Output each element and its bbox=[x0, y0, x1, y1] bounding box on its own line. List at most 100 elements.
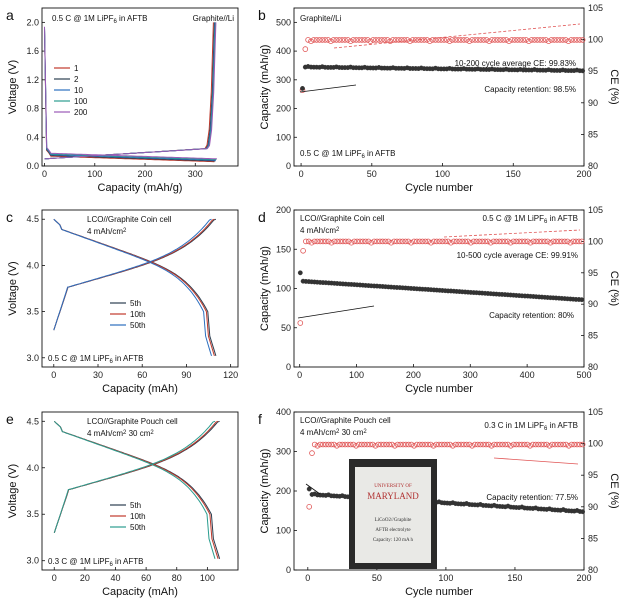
ce-point bbox=[497, 37, 504, 43]
ce-point bbox=[577, 441, 583, 448]
annotation: 0.3 C @ 1M LiPF6 in AFTB bbox=[48, 557, 144, 568]
ce-point bbox=[311, 238, 318, 245]
ce-point bbox=[411, 238, 417, 245]
ce-point bbox=[362, 238, 369, 245]
x-tick-label: 20 bbox=[80, 573, 90, 583]
y2-tick-label: 105 bbox=[588, 3, 603, 13]
y-tick-label: 300 bbox=[276, 447, 291, 457]
annotation: Capacity retention: 77.5% bbox=[486, 493, 578, 502]
ce-point bbox=[309, 450, 315, 456]
x-tick-label: 100 bbox=[200, 573, 215, 583]
series-2-curve-2 bbox=[44, 22, 215, 160]
y-tick-label: 4.5 bbox=[26, 214, 39, 224]
ce-point bbox=[314, 238, 321, 245]
y-axis-title: Voltage (V) bbox=[7, 464, 19, 518]
y-axis-title: Capacity (mAh/g) bbox=[259, 246, 271, 331]
panel-c: 0 30 60 90 120 3.0 3.5 4.0 4.5 Capacity (mAh) Volt… bbox=[6, 209, 239, 395]
ce-point bbox=[558, 238, 565, 245]
ce-point bbox=[361, 441, 368, 448]
series-10-curve-2 bbox=[44, 22, 216, 160]
y2-tick-label: 85 bbox=[588, 129, 598, 139]
annotation: 10-200 cycle average CE: 99.83% bbox=[455, 59, 576, 68]
ce-point bbox=[520, 37, 526, 43]
y2-axis-title: CE (%) bbox=[608, 271, 620, 306]
ce-point bbox=[433, 441, 440, 448]
ce-point bbox=[313, 37, 320, 43]
series-10-curve-1 bbox=[44, 28, 216, 161]
ce-point bbox=[466, 441, 473, 448]
ce-point bbox=[407, 38, 413, 44]
annotation: Graphite//Li bbox=[300, 14, 342, 23]
ce-point bbox=[316, 37, 323, 43]
ce-point bbox=[483, 37, 490, 43]
x-tick-label: 200 bbox=[576, 573, 591, 583]
ce-point bbox=[559, 37, 566, 43]
ce-point bbox=[546, 442, 553, 449]
annotation: 0.5 C @ 1M LiPF6 in AFTB bbox=[482, 214, 578, 225]
ce-point bbox=[394, 238, 400, 245]
y-tick-label: 3.5 bbox=[26, 307, 39, 317]
ce-point bbox=[565, 442, 572, 449]
ce-point bbox=[544, 238, 551, 245]
ce-point bbox=[305, 238, 312, 245]
ce-point bbox=[483, 441, 489, 448]
ce-point bbox=[462, 238, 469, 245]
x-axis-title: Capacity (mAh) bbox=[102, 586, 178, 598]
panel-f: 0 50 100 150 200 0 100 200 300 400 Cycle number Cap… bbox=[258, 407, 620, 598]
ce-point bbox=[470, 238, 477, 245]
ce-arrow bbox=[333, 23, 581, 49]
ce-point bbox=[507, 442, 514, 449]
ce-point bbox=[408, 441, 415, 448]
y-axis-title: Voltage (V) bbox=[7, 60, 19, 114]
ce-point bbox=[405, 441, 412, 448]
y-tick-label: 200 bbox=[276, 104, 291, 114]
ce-point bbox=[419, 441, 426, 448]
ce-point bbox=[516, 238, 522, 245]
ce-point bbox=[444, 441, 451, 448]
ce-point bbox=[477, 441, 484, 448]
ce-point bbox=[357, 238, 363, 245]
ce-point bbox=[334, 238, 341, 245]
panel-letter: f bbox=[258, 411, 262, 427]
ce-point bbox=[412, 37, 419, 43]
ce-point bbox=[458, 441, 464, 448]
y2-tick-label: 100 bbox=[588, 439, 603, 449]
annotation: 4 mAh/cm2 30 cm2 bbox=[87, 429, 154, 438]
ce-point bbox=[570, 238, 576, 245]
ce-point bbox=[448, 239, 454, 246]
ce-point bbox=[459, 238, 466, 245]
ce-point bbox=[303, 238, 309, 245]
y-tick-label: 100 bbox=[276, 526, 291, 536]
series-5th-curve-2 bbox=[53, 420, 221, 559]
series-100-curve-2 bbox=[44, 22, 216, 160]
ce-point bbox=[331, 238, 338, 245]
ce-point bbox=[578, 238, 585, 245]
ce-point bbox=[396, 238, 403, 245]
ce-point bbox=[568, 37, 575, 43]
ce-point bbox=[466, 38, 473, 44]
ce-point bbox=[306, 503, 313, 510]
ce-point bbox=[419, 238, 426, 245]
ce-point bbox=[458, 37, 464, 43]
y2-tick-label: 80 bbox=[588, 362, 598, 372]
y2-tick-label: 95 bbox=[588, 470, 598, 480]
ce-point bbox=[571, 37, 577, 43]
ce-point bbox=[500, 37, 507, 43]
ce-point bbox=[372, 442, 379, 449]
ce-point bbox=[435, 37, 442, 43]
ce-point bbox=[413, 238, 420, 245]
legend-label-50th: 50th bbox=[130, 321, 146, 330]
legend-label-200: 200 bbox=[74, 108, 88, 117]
ce-point bbox=[325, 37, 331, 43]
ce-point bbox=[426, 38, 433, 44]
annotation: 4 mAh/cm2 bbox=[300, 226, 340, 235]
y2-tick-label: 80 bbox=[588, 161, 598, 171]
y2-tick-label: 80 bbox=[588, 565, 598, 575]
ce-point bbox=[536, 238, 542, 245]
ce-point bbox=[375, 441, 382, 448]
y2-tick-label: 90 bbox=[588, 502, 598, 512]
ce-point bbox=[513, 238, 520, 245]
ce-point bbox=[477, 37, 484, 43]
y-tick-label: 400 bbox=[276, 46, 291, 56]
ce-point bbox=[463, 441, 470, 448]
